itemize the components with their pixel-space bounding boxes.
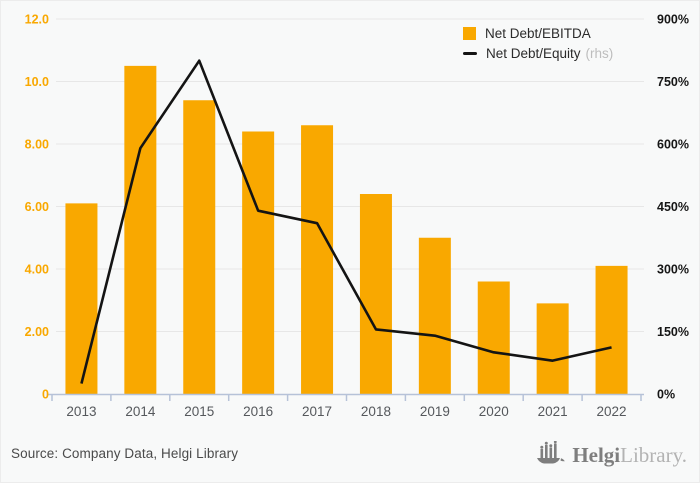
- helgi-ship-icon: [537, 440, 566, 463]
- bar-2022: [595, 265, 628, 394]
- right-axis-tick-label: 600%: [657, 138, 689, 152]
- right-axis-tick-label: 0%: [657, 388, 675, 402]
- net-debt-equity-line: [80, 59, 612, 384]
- line-series-swatch-icon: [463, 52, 477, 55]
- bar-2016: [242, 131, 275, 394]
- x-axis-label-2018: 2018: [361, 404, 391, 419]
- bar-2015: [183, 100, 216, 394]
- logo-text-helgi: Helgi: [572, 442, 621, 467]
- right-axis-tick-label: 750%: [657, 75, 689, 89]
- x-axis-label-2017: 2017: [302, 404, 332, 419]
- left-axis-tick-label: 8.00: [25, 138, 49, 152]
- footer: Source: Company Data, Helgi Library Helg…: [1, 430, 699, 482]
- right-axis-tick-label: 900%: [657, 13, 689, 27]
- left-axis-tick-label: 12.0: [25, 13, 49, 27]
- left-axis-tick-label: 2.00: [25, 325, 49, 339]
- right-axis-tick-label: 300%: [657, 263, 689, 277]
- legend-label-net-debt-ebitda: Net Debt/EBITDA: [485, 26, 591, 41]
- right-axis-tick-label: 450%: [657, 200, 689, 214]
- bar-2017: [301, 125, 334, 394]
- legend: Net Debt/EBITDA Net Debt/Equity (rhs): [463, 26, 613, 61]
- legend-item-net-debt-equity[interactable]: Net Debt/Equity (rhs): [463, 46, 613, 61]
- x-axis-label-2021: 2021: [538, 404, 568, 419]
- logo-text-library: Library.: [620, 442, 687, 467]
- source-text: Source: Company Data, Helgi Library: [11, 445, 239, 461]
- bar-2021: [536, 303, 569, 394]
- right-axis-tick-label: 150%: [657, 325, 689, 339]
- bar-2013: [65, 203, 98, 394]
- helgi-library-logo[interactable]: HelgiLibrary.: [536, 440, 687, 467]
- left-axis-tick-label: 6.00: [25, 200, 49, 214]
- legend-rhs-suffix: (rhs): [585, 46, 614, 61]
- legend-item-net-debt-ebitda[interactable]: Net Debt/EBITDA: [463, 26, 613, 41]
- bar-2020: [477, 281, 510, 394]
- x-axis-label-2020: 2020: [479, 404, 509, 419]
- legend-label-net-debt-equity: Net Debt/Equity: [486, 46, 581, 61]
- left-axis-tick-label: 10.0: [25, 75, 49, 89]
- x-axis-label-2022: 2022: [597, 404, 627, 419]
- dual-axis-chart: 12.0 10.0 8.00 6.00 4.00 2.00 0 900% 750% 600% 450…: [25, 13, 689, 420]
- logo-text: HelgiLibrary.: [572, 442, 687, 467]
- left-axis-tick-label: 4.00: [25, 263, 49, 277]
- bar-series-swatch-icon: [463, 27, 476, 40]
- x-axis-label-2019: 2019: [420, 404, 450, 419]
- left-axis-tick-label: 0: [42, 388, 49, 402]
- bar-2019: [418, 237, 451, 394]
- bar-2014: [124, 65, 157, 394]
- bar-2018: [359, 194, 392, 394]
- x-axis-label-2014: 2014: [125, 404, 156, 419]
- x-axis-label-2015: 2015: [184, 404, 214, 419]
- x-axis-label-2013: 2013: [66, 404, 96, 419]
- x-axis-label-2016: 2016: [243, 404, 273, 419]
